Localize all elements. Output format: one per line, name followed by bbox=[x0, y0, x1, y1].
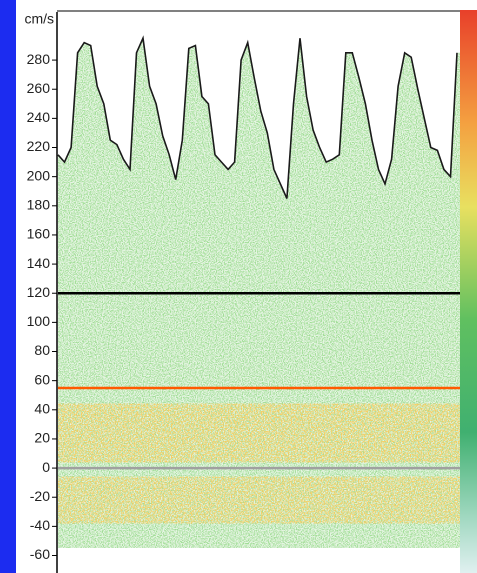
y-tick-label: 180 bbox=[27, 197, 51, 213]
reverse-band bbox=[58, 476, 460, 524]
frame-strip bbox=[0, 0, 16, 573]
y-tick-label: -40 bbox=[30, 517, 50, 533]
y-tick-label: 0 bbox=[42, 459, 50, 475]
envelope bbox=[57, 35, 458, 199]
y-tick-label: 140 bbox=[27, 255, 51, 271]
y-tick-label: 40 bbox=[34, 401, 50, 417]
y-tick-label: 100 bbox=[27, 313, 51, 329]
y-tick-label: 240 bbox=[27, 109, 51, 125]
y-tick-label: 260 bbox=[27, 80, 51, 96]
y-tick-label: -60 bbox=[30, 546, 50, 562]
y-tick-label: 200 bbox=[27, 167, 51, 183]
y-tick-label: 60 bbox=[34, 371, 50, 387]
y-tick-label: 160 bbox=[27, 226, 51, 242]
color-bar bbox=[460, 10, 477, 573]
forward-band bbox=[58, 403, 460, 463]
y-tick-label: 220 bbox=[27, 138, 51, 154]
y-tick-label: 120 bbox=[27, 284, 51, 300]
y-tick-label: 280 bbox=[27, 51, 51, 67]
unit-label: cm/s bbox=[24, 11, 54, 27]
y-tick-label: 20 bbox=[34, 430, 50, 446]
plot-area bbox=[57, 35, 460, 548]
y-tick-label: -20 bbox=[30, 488, 50, 504]
y-tick-label: 80 bbox=[34, 342, 50, 358]
